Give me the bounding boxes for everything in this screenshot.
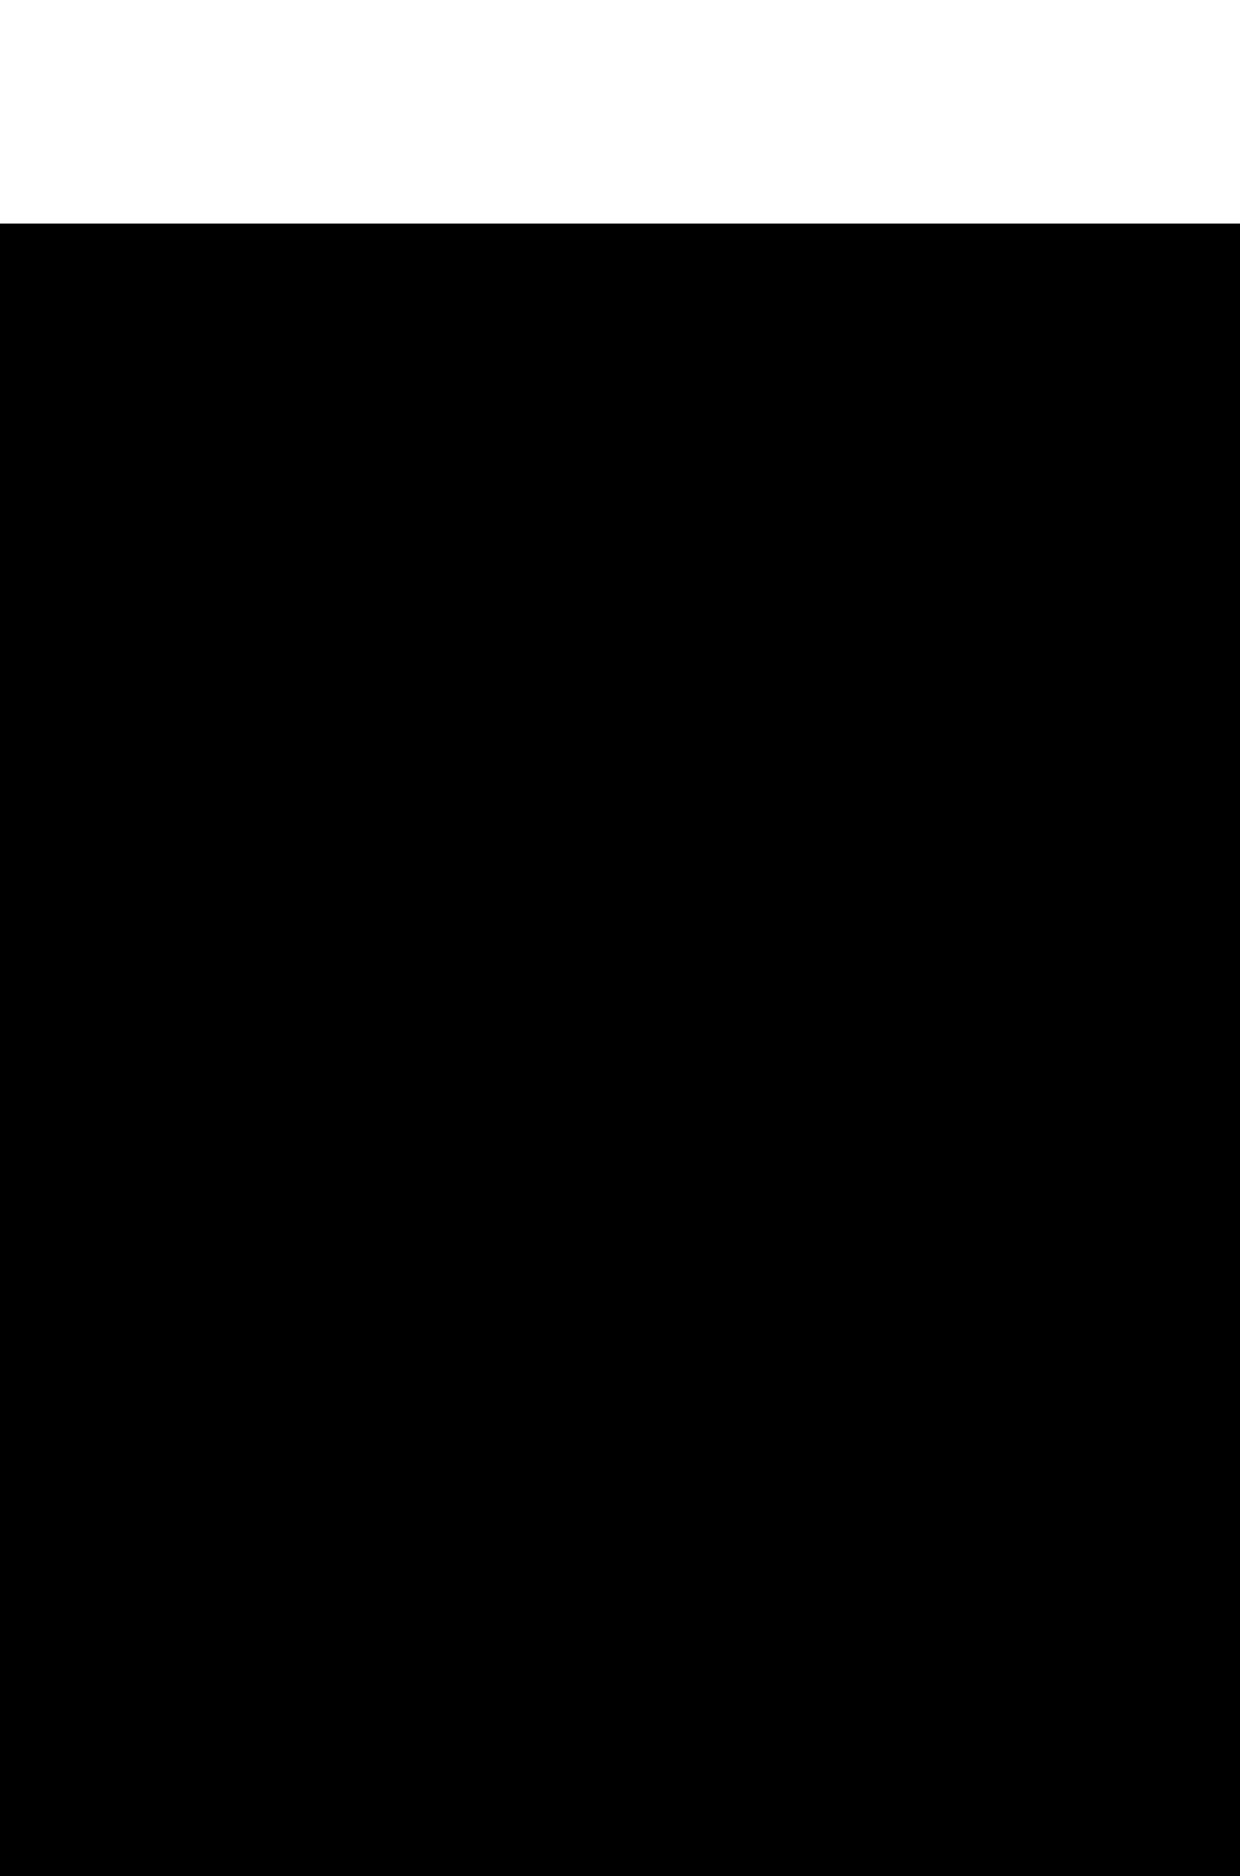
Text: PROCESSING: PROCESSING bbox=[719, 497, 844, 516]
Text: PARALLEL: PARALLEL bbox=[734, 477, 830, 497]
Bar bbox=[382, 332, 637, 398]
Bar bbox=[672, 840, 836, 891]
Text: 103: 103 bbox=[492, 368, 526, 385]
Text: 112: 112 bbox=[765, 544, 799, 561]
Text: BRIDGE: BRIDGE bbox=[467, 523, 542, 542]
Text: DISK: DISK bbox=[222, 801, 264, 820]
Text: COMPUTER: COMPUTER bbox=[882, 278, 982, 296]
Text: BRIDGE: BRIDGE bbox=[467, 795, 542, 814]
Text: DEVICE DRIVER: DEVICE DRIVER bbox=[439, 345, 579, 364]
Text: I / O: I / O bbox=[485, 775, 525, 794]
Bar bbox=[412, 734, 596, 895]
Text: SUBSYSTEM: SUBSYSTEM bbox=[723, 516, 841, 535]
Text: DISPLAY: DISPLAY bbox=[899, 707, 972, 726]
Text: 114: 114 bbox=[226, 822, 260, 840]
Text: 105: 105 bbox=[487, 552, 522, 568]
Text: 113: 113 bbox=[784, 446, 818, 463]
Bar bbox=[682, 456, 882, 602]
Bar bbox=[704, 702, 842, 780]
Text: ADD - IN CARD: ADD - IN CARD bbox=[213, 1103, 347, 1122]
Text: 120: 120 bbox=[263, 1131, 298, 1148]
Text: COMMUNICATION: COMMUNICATION bbox=[723, 407, 879, 426]
Text: 100: 100 bbox=[915, 317, 949, 336]
Text: PATH: PATH bbox=[779, 426, 823, 443]
Text: 107: 107 bbox=[487, 827, 522, 844]
Text: 118: 118 bbox=[498, 1343, 533, 1360]
Text: 116: 116 bbox=[498, 1131, 533, 1148]
Text: COMMUNICATION: COMMUNICATION bbox=[284, 636, 440, 653]
Text: 110: 110 bbox=[919, 747, 952, 765]
Text: ADD - IN CARD: ADD - IN CARD bbox=[684, 1103, 818, 1122]
Bar bbox=[195, 1071, 366, 1180]
Bar bbox=[367, 268, 651, 401]
Ellipse shape bbox=[185, 848, 300, 880]
Bar bbox=[666, 1071, 837, 1180]
Text: FIG. 1: FIG. 1 bbox=[587, 1463, 684, 1497]
Text: 108: 108 bbox=[811, 810, 844, 829]
Text: INPUT  DEVICES: INPUT DEVICES bbox=[780, 792, 923, 810]
Text: PATH: PATH bbox=[340, 653, 384, 672]
Bar bbox=[696, 694, 851, 788]
Text: NETWORK: NETWORK bbox=[466, 1298, 565, 1319]
Text: DEVICE: DEVICE bbox=[903, 726, 968, 745]
Bar bbox=[432, 1071, 601, 1180]
Text: 102: 102 bbox=[252, 535, 286, 552]
Bar bbox=[412, 478, 596, 602]
Text: 104: 104 bbox=[492, 317, 526, 334]
Bar bbox=[386, 1264, 647, 1381]
Text: SYSTEM MEMORY: SYSTEM MEMORY bbox=[424, 293, 594, 311]
Text: 106: 106 bbox=[345, 672, 379, 690]
Text: MEMORY: MEMORY bbox=[463, 505, 547, 523]
Text: CPU: CPU bbox=[249, 508, 289, 527]
Text: ADAPTER: ADAPTER bbox=[471, 1319, 562, 1338]
Text: SYSTEM: SYSTEM bbox=[897, 296, 967, 315]
Text: SWITCH: SWITCH bbox=[479, 1103, 554, 1122]
Text: SYSTEM: SYSTEM bbox=[207, 784, 279, 801]
Text: 121: 121 bbox=[734, 1131, 769, 1148]
Bar bbox=[195, 484, 343, 580]
